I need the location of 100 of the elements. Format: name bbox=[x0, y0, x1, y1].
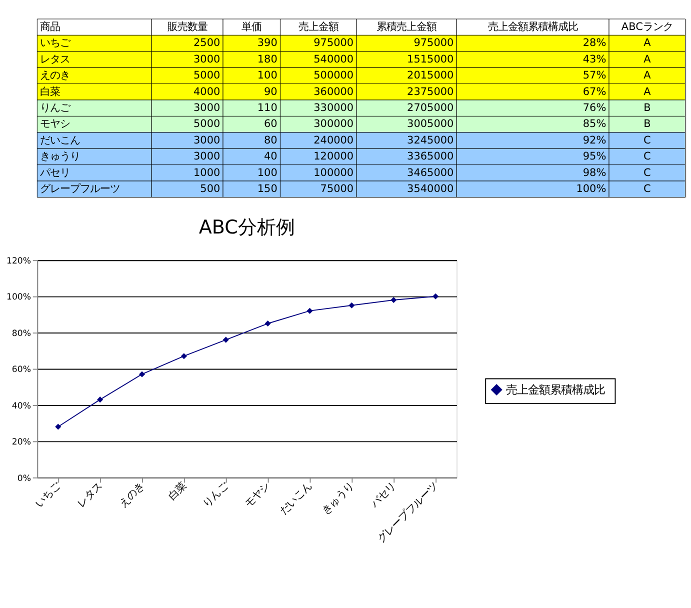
text: きゅうり bbox=[40, 150, 80, 163]
text: C bbox=[644, 150, 651, 163]
text: 360000 bbox=[314, 86, 354, 98]
text: 90 bbox=[264, 86, 278, 98]
text: 240000 bbox=[314, 134, 354, 146]
text: 100 bbox=[257, 70, 278, 82]
category-label: 売上金額 bbox=[298, 20, 338, 33]
text: 1000 bbox=[194, 166, 220, 179]
y-tick-label: 100% bbox=[6, 292, 31, 303]
point bbox=[432, 293, 439, 300]
point bbox=[222, 336, 229, 343]
text: B bbox=[644, 118, 651, 130]
y-tick-label: 80% bbox=[12, 328, 31, 339]
text: 76% bbox=[582, 102, 606, 114]
text: 98% bbox=[582, 166, 606, 179]
text: 330000 bbox=[314, 102, 354, 114]
text: いちご bbox=[40, 37, 70, 50]
y-tick-label: 40% bbox=[12, 401, 31, 412]
text: 3005000 bbox=[407, 118, 454, 130]
text: 120000 bbox=[314, 150, 354, 163]
text: りんご bbox=[40, 102, 70, 114]
point bbox=[348, 302, 355, 308]
text: 4000 bbox=[194, 86, 220, 98]
text: 2015000 bbox=[407, 70, 454, 82]
text: えのき bbox=[40, 70, 70, 82]
text: レタス bbox=[40, 53, 70, 66]
point bbox=[55, 424, 62, 430]
text: 28% bbox=[582, 37, 606, 50]
text: 75000 bbox=[320, 182, 354, 195]
x-tick-label: モヤシ bbox=[242, 480, 272, 510]
text: 100% bbox=[576, 182, 606, 195]
text: 57% bbox=[582, 70, 606, 82]
x-tick-label: だいこん bbox=[278, 480, 314, 518]
x-tick-label: えのき bbox=[116, 480, 147, 510]
text: C bbox=[644, 134, 651, 146]
text: 67% bbox=[582, 86, 606, 98]
point bbox=[306, 308, 313, 314]
text: 60 bbox=[264, 118, 278, 130]
text: 43% bbox=[582, 53, 606, 66]
text: 110 bbox=[257, 102, 278, 114]
text: 白菜 bbox=[40, 86, 60, 98]
text: 3000 bbox=[194, 53, 220, 66]
x-tick-label: りんご bbox=[200, 480, 232, 510]
text: 500 bbox=[200, 182, 220, 195]
category-label: 商品 bbox=[40, 20, 60, 33]
text: C bbox=[644, 182, 651, 195]
text: 500000 bbox=[314, 70, 354, 82]
y-tick-label: 60% bbox=[12, 365, 31, 376]
text: 5000 bbox=[194, 118, 220, 130]
text: 100000 bbox=[314, 166, 354, 179]
point bbox=[264, 320, 271, 327]
text: A bbox=[644, 86, 651, 98]
text: 85% bbox=[582, 118, 606, 130]
text: C bbox=[644, 166, 651, 179]
text: 92% bbox=[582, 134, 606, 146]
legend-label: 売上金額累積構成比 bbox=[506, 382, 606, 397]
text: 390 bbox=[257, 37, 278, 50]
point bbox=[180, 353, 187, 360]
text: A bbox=[644, 53, 651, 66]
text: パセリ bbox=[40, 166, 70, 179]
text: A bbox=[644, 37, 651, 50]
x-tick-label: いちご bbox=[33, 480, 64, 510]
text: 5000 bbox=[194, 70, 220, 82]
text: 2375000 bbox=[407, 86, 454, 98]
text: 1515000 bbox=[407, 53, 454, 66]
x-tick-label: レタス bbox=[74, 480, 105, 510]
text: 975000 bbox=[414, 37, 454, 50]
text: 300000 bbox=[314, 118, 354, 130]
text: グレープフルーツ bbox=[40, 182, 120, 195]
category-label: 累積売上金額 bbox=[376, 20, 436, 33]
text: 3000 bbox=[194, 150, 220, 163]
point bbox=[139, 371, 146, 378]
x-tick-label: 白菜 bbox=[166, 480, 189, 503]
text: 975000 bbox=[314, 37, 354, 50]
text: 180 bbox=[257, 53, 278, 66]
text: モヤシ bbox=[40, 118, 70, 130]
text: 3000 bbox=[194, 134, 220, 146]
category-label: 単価 bbox=[242, 20, 262, 33]
chart-title: ABC分析例 bbox=[198, 216, 295, 238]
text: 3465000 bbox=[407, 166, 454, 179]
text: 40 bbox=[264, 150, 278, 163]
x-tick-label: パセリ bbox=[368, 480, 398, 511]
point bbox=[97, 396, 104, 403]
text: 3365000 bbox=[407, 150, 454, 163]
text: 80 bbox=[264, 134, 278, 146]
text: 3000 bbox=[194, 102, 220, 114]
category-label: 販売数量 bbox=[167, 20, 208, 33]
text: 100 bbox=[257, 166, 278, 179]
text: 3245000 bbox=[407, 134, 454, 146]
text: 3540000 bbox=[407, 182, 454, 195]
point bbox=[390, 296, 397, 303]
text: 150 bbox=[257, 182, 278, 195]
text: A bbox=[644, 70, 651, 82]
category-label: 売上金額累積構成比 bbox=[488, 20, 578, 33]
text: だいこん bbox=[40, 134, 80, 146]
text: B bbox=[644, 102, 651, 114]
category-label: ABCランク bbox=[621, 20, 673, 33]
text: 540000 bbox=[314, 53, 354, 66]
y-tick-label: 120% bbox=[6, 256, 31, 266]
text: 2705000 bbox=[407, 102, 454, 114]
